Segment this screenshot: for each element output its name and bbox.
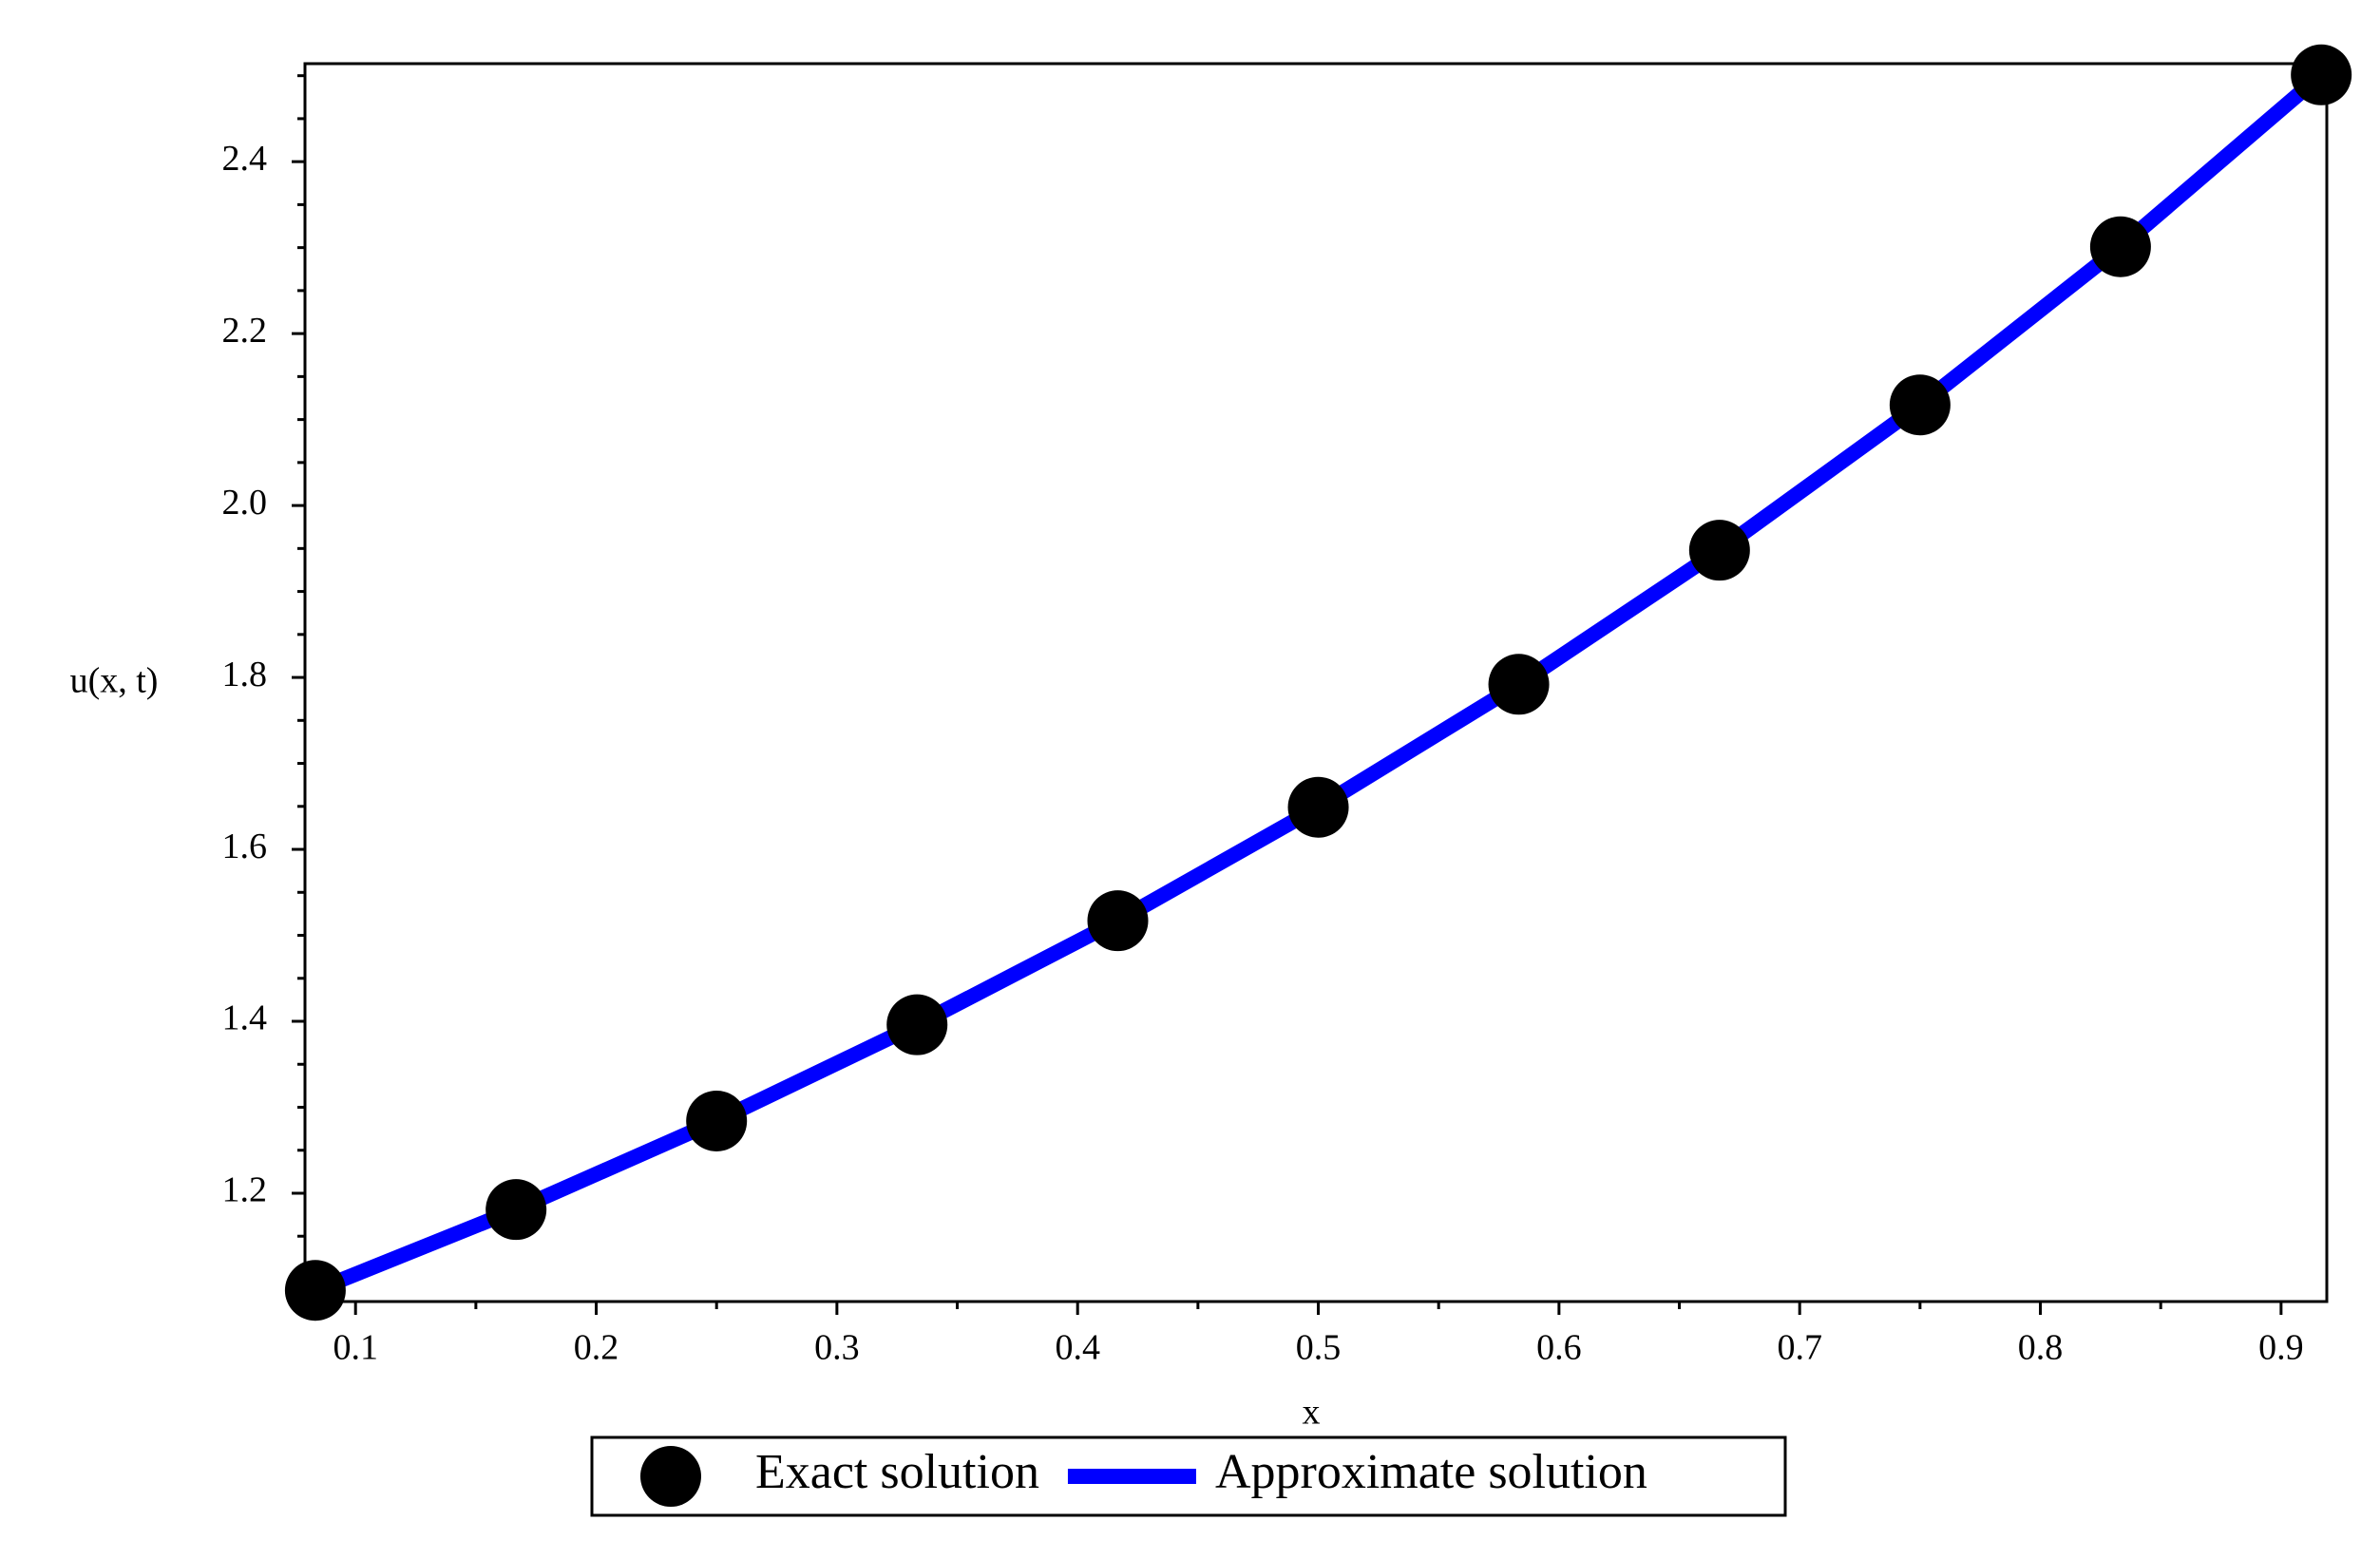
exact-point [886, 994, 948, 1055]
plot-frame [303, 62, 2329, 1303]
exact-point [686, 1090, 748, 1151]
y-tick-label: 1.2 [222, 1170, 268, 1210]
exact-point [2089, 216, 2151, 277]
legend-label: Exact solution [755, 1445, 1039, 1499]
exact-point [1287, 776, 1349, 838]
x-tick-label: 0.1 [333, 1328, 378, 1368]
y-tick-label: 2.4 [222, 139, 268, 179]
x-tick-label: 0.8 [2018, 1328, 2064, 1368]
approx-line [312, 68, 2327, 1298]
y-axis-label: u(x, t) [70, 661, 159, 701]
x-tick-label: 0.9 [2258, 1328, 2304, 1368]
exact-point [1087, 890, 1149, 952]
y-tick-label: 2.0 [222, 483, 268, 523]
exact-point [1488, 654, 1550, 715]
legend-label: Approximate solution [1215, 1445, 1647, 1499]
x-tick-label: 0.2 [574, 1328, 619, 1368]
exact-point [1688, 520, 1750, 581]
y-tick-label: 2.2 [222, 311, 268, 351]
exact-point [284, 1260, 346, 1321]
exact-point [1889, 374, 1951, 436]
x-tick-label: 0.5 [1296, 1328, 1342, 1368]
x-tick-label: 0.4 [1055, 1328, 1100, 1368]
y-tick-label: 1.8 [222, 655, 268, 694]
x-axis-label: x [1303, 1393, 1321, 1433]
y-tick-label: 1.6 [222, 827, 268, 866]
y-tick-label: 1.4 [222, 998, 268, 1038]
x-tick-label: 0.7 [1777, 1328, 1822, 1368]
legend-swatch [640, 1446, 701, 1507]
exact-point [2291, 44, 2352, 105]
x-tick-label: 0.3 [814, 1328, 860, 1368]
exact-point [486, 1179, 547, 1241]
x-tick-label: 0.6 [1536, 1328, 1582, 1368]
